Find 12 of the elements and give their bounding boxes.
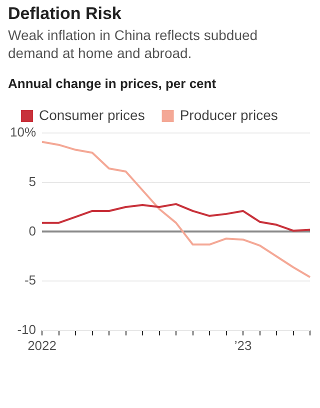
y-tick-label: 10% <box>10 124 36 140</box>
x-tick-label: ’23 <box>234 338 252 353</box>
x-tick-label: 2022 <box>28 338 56 353</box>
chart-subtitle: Weak inflation in China reflects subdued demand at home and abroad. <box>8 26 259 62</box>
y-tick-label: -5 <box>24 272 36 288</box>
y-tick-label: -10 <box>17 322 36 337</box>
y-axis-title: Annual change in prices, per cent <box>8 76 218 91</box>
y-tick-label: 5 <box>28 174 36 189</box>
chart-title: Deflation Risk <box>8 4 122 24</box>
legend-label: Producer prices <box>180 106 278 123</box>
y-tick-label: 0 <box>28 223 36 238</box>
legend-label: Consumer prices <box>39 106 145 123</box>
